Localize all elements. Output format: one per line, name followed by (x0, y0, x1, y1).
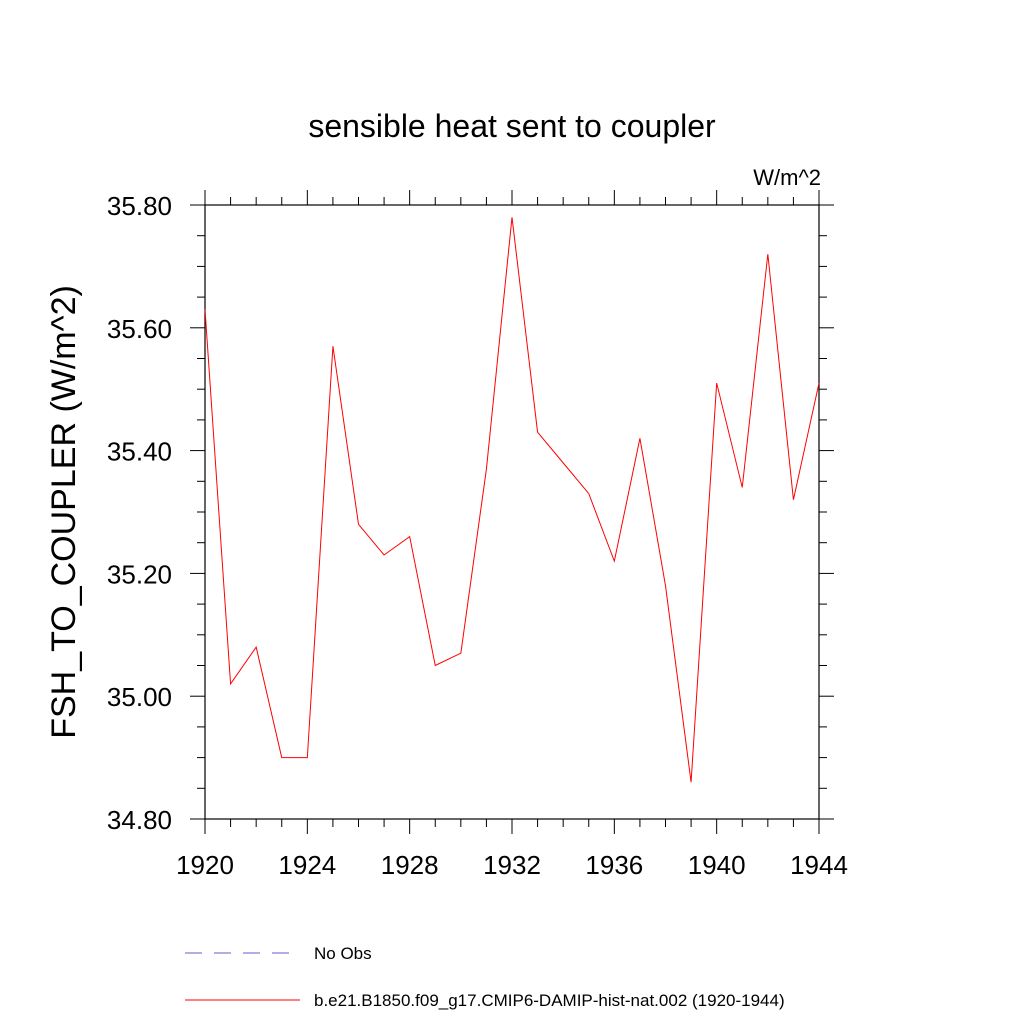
x-tick-label: 1944 (790, 850, 848, 880)
x-tick-label: 1928 (381, 850, 439, 880)
x-tick-label: 1920 (176, 850, 234, 880)
x-tick-labels: 1920 1924 1928 1932 1936 1940 1944 (176, 850, 848, 880)
series-lines (204, 217, 820, 783)
series-line (204, 217, 820, 783)
y-tick-label: 35.20 (107, 559, 172, 589)
x-tick-label: 1936 (585, 850, 643, 880)
y-tick-label: 35.40 (107, 437, 172, 467)
axis-ticks (190, 190, 834, 834)
units-label: W/m^2 (753, 165, 821, 190)
legend: No Obs b.e21.B1850.f09_g17.CMIP6-DAMIP-hi… (185, 944, 785, 1010)
x-tick-label: 1924 (278, 850, 336, 880)
y-axis-label: FSH_TO_COUPLER (W/m^2) (45, 285, 83, 739)
y-tick-label: 35.80 (107, 191, 172, 221)
x-tick-label: 1932 (483, 850, 541, 880)
y-tick-label: 35.60 (107, 314, 172, 344)
y-tick-labels: 34.80 35.00 35.20 35.40 35.60 35.80 (107, 191, 172, 835)
legend-entry-label: No Obs (314, 944, 372, 963)
y-tick-label: 35.00 (107, 682, 172, 712)
plot-frame (204, 204, 820, 820)
y-tick-label: 34.80 (107, 805, 172, 835)
legend-entry-label: b.e21.B1850.f09_g17.CMIP6-DAMIP-hist-nat… (314, 991, 785, 1010)
chart-title: sensible heat sent to coupler (308, 108, 716, 144)
x-tick-label: 1940 (688, 850, 746, 880)
